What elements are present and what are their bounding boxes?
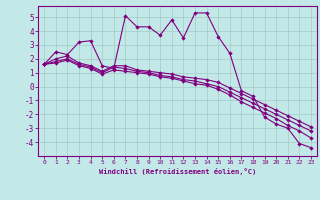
X-axis label: Windchill (Refroidissement éolien,°C): Windchill (Refroidissement éolien,°C) — [99, 168, 256, 175]
